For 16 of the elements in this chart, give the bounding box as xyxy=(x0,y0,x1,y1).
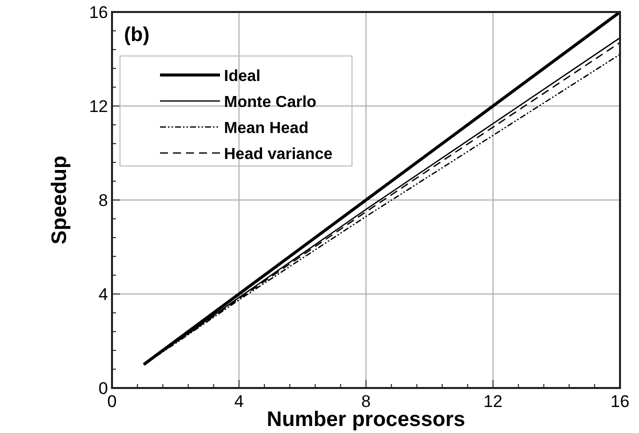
y-tick-label: 16 xyxy=(89,3,108,22)
y-axis-title: Speedup xyxy=(48,156,71,244)
x-tick-label: 4 xyxy=(234,392,244,411)
x-tick-label: 12 xyxy=(484,392,502,411)
y-tick-label: 8 xyxy=(98,191,108,210)
y-tick-label: 0 xyxy=(98,379,108,398)
legend-label: Head variance xyxy=(224,146,333,163)
x-axis-title: Number processors xyxy=(266,408,466,431)
legend-label: Ideal xyxy=(224,68,260,85)
legend-label: Mean Head xyxy=(224,120,308,137)
y-tick-label: 12 xyxy=(89,97,108,116)
x-tick-label: 16 xyxy=(610,392,630,411)
x-tick-label: 8 xyxy=(361,392,371,411)
annotation: (b) xyxy=(124,24,150,46)
legend-label: Monte Carlo xyxy=(224,94,317,111)
y-tick-label: 4 xyxy=(98,285,108,304)
